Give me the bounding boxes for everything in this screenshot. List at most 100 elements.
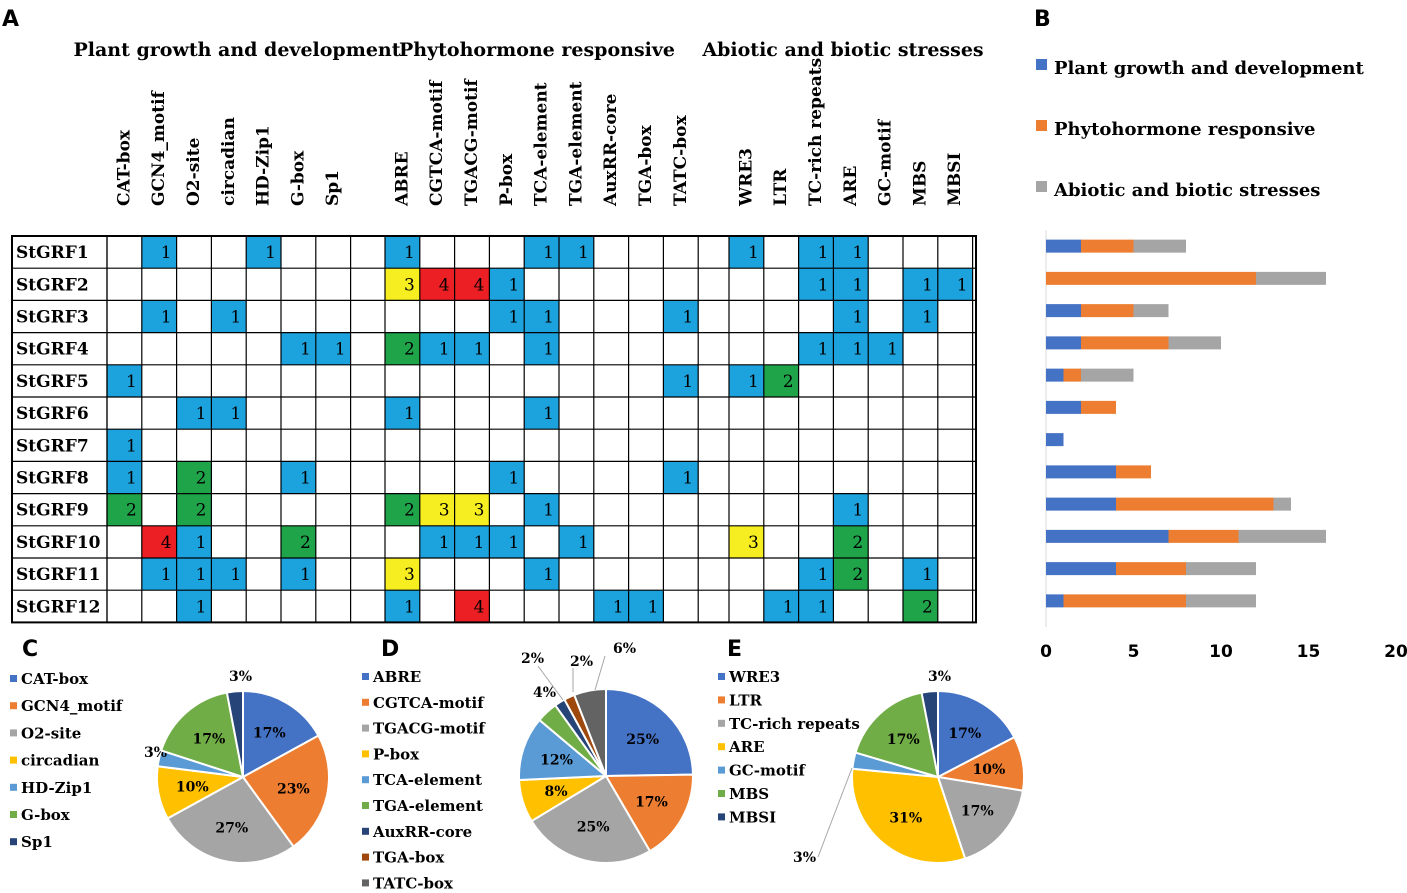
heatmap-cell-value: 4: [161, 533, 172, 553]
row-label: StGRF12: [16, 597, 101, 617]
heatmap-cell-value: 1: [748, 372, 759, 392]
heatmap-cell-value: 1: [474, 340, 485, 360]
heatmap-cell-value: 1: [230, 308, 241, 328]
heatmap-cell: [107, 364, 142, 397]
column-label: TGA-box: [636, 124, 656, 206]
bar-segment: [1273, 497, 1291, 511]
pie-pct-label: 10%: [973, 762, 1006, 778]
heatmap-cell: [729, 236, 764, 269]
leader-line: [594, 655, 606, 691]
pie-pct-label: 27%: [215, 820, 248, 836]
bar-segment: [1063, 368, 1081, 382]
heatmap-cell-value: 1: [300, 565, 311, 585]
column-label: HD-Zip1: [254, 125, 274, 206]
heatmap-cell: [454, 590, 490, 623]
column-label: MBS: [910, 161, 930, 206]
heatmap-cell: [385, 558, 420, 591]
bar-segment: [1046, 304, 1081, 318]
pie-legend-label: ABRE: [372, 668, 421, 686]
pie-pct-label: 17%: [192, 731, 225, 747]
heatmap-cell: [419, 493, 455, 526]
pie-legend-label: LTR: [729, 691, 762, 709]
panel-label-a: A: [2, 7, 19, 32]
pie-slice: [242, 689, 320, 779]
heatmap-cell: [628, 590, 664, 623]
grid-frame: [11, 235, 977, 624]
pie-pct-label: 31%: [889, 810, 922, 826]
legend-swatch: [1036, 181, 1047, 192]
heatmap-cell-value: 2: [852, 533, 863, 553]
heatmap-cell-value: 4: [439, 275, 450, 295]
pie-slice: [920, 689, 939, 778]
heatmap-cell: [524, 558, 559, 591]
pie-legend-label: Sp1: [21, 833, 53, 851]
heatmap-cell: [107, 429, 142, 462]
heatmap-cell-value: 1: [922, 565, 933, 585]
pie-slice: [166, 775, 295, 864]
heatmap-cell: [419, 525, 455, 558]
row-label: StGRF5: [16, 372, 89, 392]
heatmap-cell: [211, 397, 247, 430]
heatmap-cell: [868, 332, 903, 365]
leader-line: [817, 767, 853, 858]
pie-legend-label: AuxRR-core: [372, 823, 472, 841]
pie-legend-swatch: [362, 879, 369, 887]
heatmap-cell-value: 3: [748, 533, 759, 553]
heatmap-cell-value: 4: [474, 275, 485, 295]
heatmap-cell: [524, 397, 559, 430]
heatmap-cell-value: 1: [748, 243, 759, 263]
heatmap-cell: [833, 332, 869, 365]
bar-segment: [1081, 400, 1116, 414]
column-label: LTR: [771, 168, 791, 206]
pie-legend-swatch: [10, 838, 17, 846]
heatmap-cell-value: 1: [682, 308, 693, 328]
heatmap-cell-value: 1: [404, 243, 415, 263]
bar-segment: [1046, 594, 1064, 608]
column-label: CAT-box: [114, 129, 134, 206]
pie-pct-label: 17%: [253, 726, 286, 742]
pie-slice: [854, 691, 940, 779]
legend-label: Abiotic and biotic stresses: [1053, 180, 1320, 201]
legend-swatch: [1036, 120, 1047, 131]
heatmap-cell: [281, 558, 316, 591]
heatmap-cell: [385, 493, 420, 526]
pie-pct-label: 4%: [533, 685, 556, 701]
panel-label-b: B: [1034, 7, 1051, 32]
heatmap-cell-value: 1: [404, 404, 415, 424]
heatmap-cell-value: 1: [300, 340, 311, 360]
heatmap-cell: [385, 590, 420, 623]
pie-legend-label: WRE3: [728, 668, 780, 686]
panel-label-c: C: [22, 637, 38, 662]
bar-segment: [1133, 239, 1186, 253]
heatmap-cell-value: 1: [404, 597, 415, 617]
heatmap-cell-value: 3: [474, 501, 485, 521]
column-label: ABRE: [392, 151, 412, 207]
heatmap-cell-value: 1: [852, 243, 863, 263]
heatmap-cell-value: 1: [508, 308, 519, 328]
group-title: Abiotic and biotic stresses: [701, 39, 983, 61]
bar-segment: [1116, 562, 1186, 576]
heatmap-cell-value: 1: [887, 340, 898, 360]
heatmap-cell: [176, 461, 212, 494]
heatmap-cell-value: 1: [852, 308, 863, 328]
pie-pct-label: 17%: [887, 732, 920, 748]
heatmap-cell-value: 1: [818, 340, 829, 360]
heatmap-cell-value: 1: [682, 372, 693, 392]
bar-segment: [1081, 239, 1134, 253]
group-title: Plant growth and development: [73, 39, 400, 61]
pie-legend-swatch: [362, 698, 369, 706]
legend-label: Plant growth and development: [1054, 58, 1365, 79]
pie-slice: [605, 687, 695, 778]
bar-segment: [1081, 304, 1134, 318]
heatmap-cell-value: 1: [161, 243, 172, 263]
heatmap-cell-value: 1: [543, 404, 554, 424]
pie-legend-label: TGACG-motif: [373, 720, 486, 738]
heatmap-cell-value: 1: [230, 565, 241, 585]
heatmap-cell-value: 1: [578, 533, 589, 553]
column-label: TATC-box: [671, 115, 691, 206]
heatmap-cell-value: 1: [196, 533, 207, 553]
pie-legend-swatch: [10, 702, 17, 710]
heatmap-cell-value: 1: [543, 565, 554, 585]
pie-legend-swatch: [10, 783, 17, 791]
heatmap-cell-value: 2: [126, 501, 137, 521]
